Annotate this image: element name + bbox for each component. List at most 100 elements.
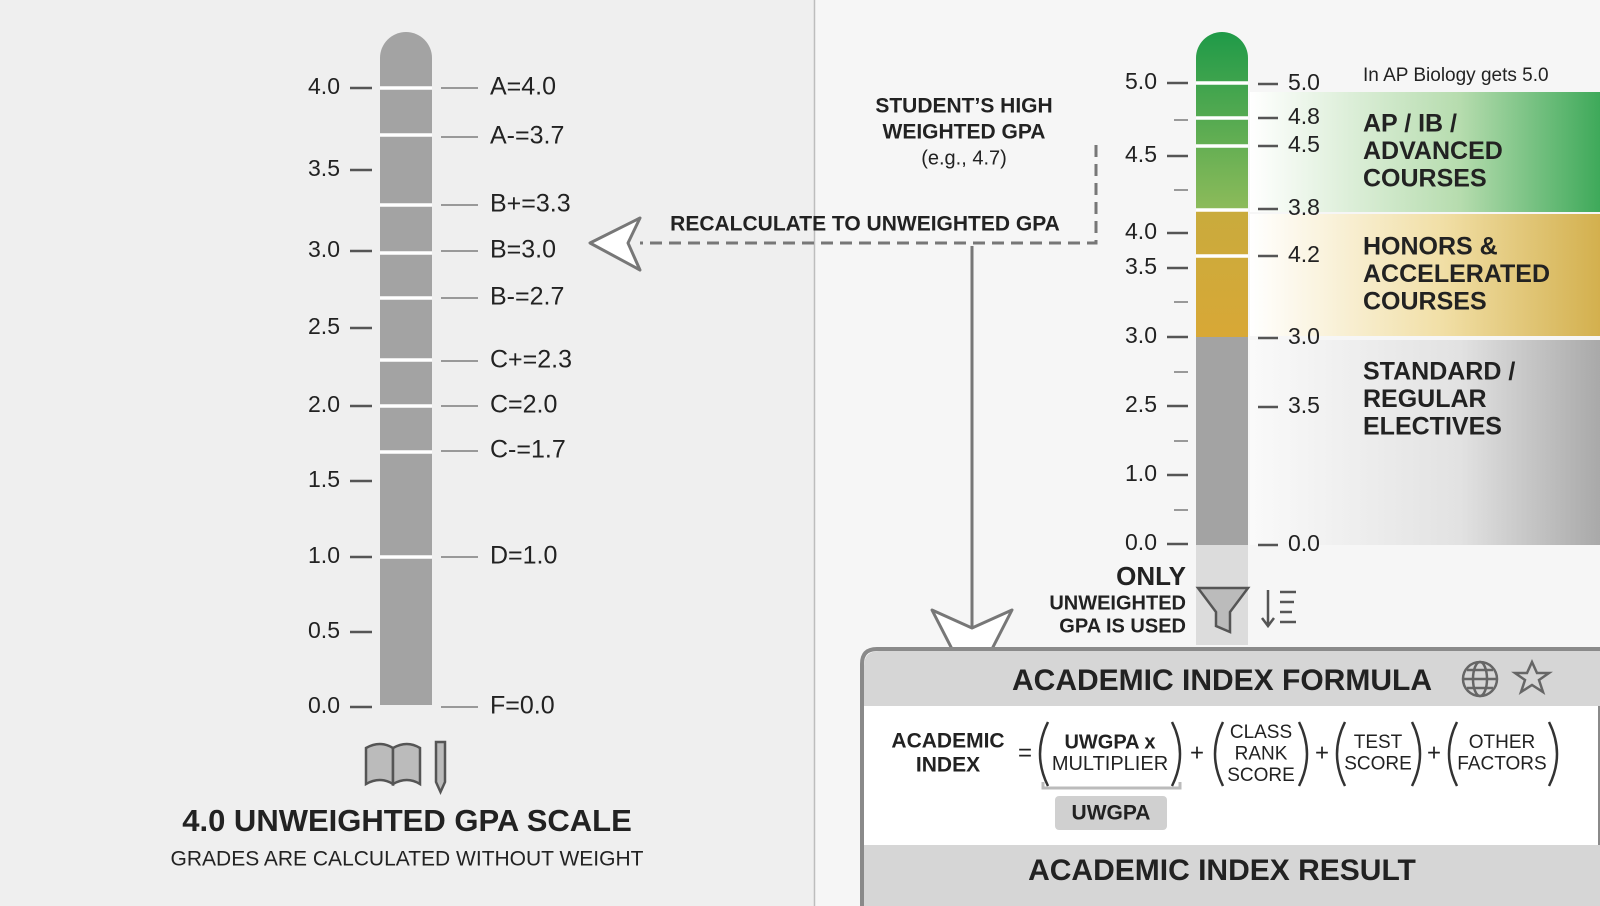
bracket-box bbox=[1055, 796, 1167, 830]
grade-label: 5.0 bbox=[1288, 69, 1320, 95]
term-line: MULTIPLIER bbox=[1052, 753, 1168, 775]
axis-label: 3.0 bbox=[308, 236, 340, 262]
header-icons bbox=[1461, 658, 1553, 698]
callout-line: WEIGHTED GPA bbox=[883, 121, 1046, 144]
term-line: OTHER bbox=[1469, 732, 1536, 753]
term-line: RANK bbox=[1235, 744, 1288, 765]
result-band bbox=[864, 845, 1600, 906]
band-label: ELECTIVES bbox=[1363, 413, 1502, 441]
grade-label: B=3.0 bbox=[490, 236, 556, 264]
band-honors bbox=[1250, 214, 1600, 336]
grade-label: 3.8 bbox=[1288, 194, 1320, 220]
paren bbox=[1213, 721, 1225, 787]
filter-line: UNWEIGHTED bbox=[1049, 592, 1186, 614]
note: In AP Biology gets 5.0 bbox=[1363, 65, 1549, 86]
axis-label: 4.0 bbox=[1125, 218, 1157, 244]
term-line: UWGPA x bbox=[1064, 731, 1155, 753]
axis-label: 0.0 bbox=[1125, 529, 1157, 555]
grade-label: D=1.0 bbox=[490, 542, 557, 570]
plus: + bbox=[1427, 739, 1441, 766]
paren bbox=[1038, 721, 1050, 787]
formula-title: ACADEMIC INDEX FORMULA bbox=[1012, 664, 1432, 697]
grade-label: 4.2 bbox=[1288, 241, 1320, 267]
tube-green bbox=[1196, 32, 1248, 210]
dashed-arrow bbox=[640, 145, 1098, 245]
tube-gold bbox=[1196, 210, 1248, 337]
term-line: SCORE bbox=[1344, 754, 1412, 775]
left-title: 4.0 UNWEIGHTED GPA SCALE bbox=[182, 803, 632, 838]
axis-label: 4.5 bbox=[1125, 141, 1157, 167]
grade-label: C=2.0 bbox=[490, 391, 557, 419]
tube-gray bbox=[1196, 337, 1248, 545]
axis-label: 1.0 bbox=[1125, 460, 1157, 486]
term-line: SCORE bbox=[1227, 765, 1295, 786]
formula-box bbox=[860, 647, 1600, 906]
right-scale: 5.04.54.03.53.02.51.00.05.04.84.53.84.23… bbox=[1125, 68, 1320, 556]
grade-label: 0.0 bbox=[1288, 530, 1320, 556]
equals: = bbox=[1018, 739, 1032, 766]
axis-label: 5.0 bbox=[1125, 68, 1157, 94]
band-label: ADVANCED bbox=[1363, 137, 1503, 165]
band-label: COURSES bbox=[1363, 165, 1487, 193]
band-label: ACCELERATED bbox=[1363, 260, 1550, 288]
plus: + bbox=[1190, 739, 1204, 766]
bracket-label: UWGPA bbox=[1072, 802, 1151, 825]
grade-label: A-=3.7 bbox=[490, 122, 564, 150]
paren bbox=[1297, 721, 1309, 787]
band-label: AP / IB / bbox=[1363, 110, 1457, 138]
axis-label: 4.0 bbox=[308, 73, 340, 99]
filter-icon bbox=[1195, 586, 1296, 634]
grade-label: 4.8 bbox=[1288, 103, 1320, 129]
band-standard bbox=[1250, 340, 1600, 545]
arrowhead bbox=[588, 216, 642, 272]
axis-label: 3.5 bbox=[1125, 253, 1157, 279]
axis-label: 2.5 bbox=[308, 313, 340, 339]
axis-label: 3.5 bbox=[308, 155, 340, 181]
term-line: TEST bbox=[1354, 732, 1403, 753]
term-line: CLASS bbox=[1230, 722, 1292, 743]
filter-emphasis: ONLY bbox=[1116, 561, 1186, 591]
grade-label: C+=2.3 bbox=[490, 346, 572, 374]
formula-lhs: INDEX bbox=[916, 754, 980, 777]
callout-example: (e.g., 4.7) bbox=[921, 147, 1007, 169]
grade-label: A=4.0 bbox=[490, 73, 556, 101]
left-subtitle: GRADES ARE CALCULATED WITHOUT WEIGHT bbox=[171, 848, 644, 871]
term-line: FACTORS bbox=[1457, 754, 1546, 775]
grade-label: B+=3.3 bbox=[490, 190, 571, 218]
grade-label: 4.5 bbox=[1288, 131, 1320, 157]
paren bbox=[1410, 721, 1422, 787]
bracket bbox=[1041, 782, 1182, 790]
result-label: ACADEMIC INDEX RESULT bbox=[1028, 854, 1416, 887]
grade-label: 3.0 bbox=[1288, 323, 1320, 349]
band-label: STANDARD / bbox=[1363, 358, 1515, 386]
formula-header bbox=[864, 651, 1600, 706]
axis-label: 2.5 bbox=[1125, 391, 1157, 417]
axis-label: 1.0 bbox=[308, 542, 340, 568]
paren bbox=[1447, 721, 1459, 787]
left-scale: 4.0 3.5 3.0 2.5 2.0 1.5 1.0 0.5 0.0 A=4.0 A-=3.7 B+… bbox=[308, 73, 572, 720]
grade-label: C-=1.7 bbox=[490, 436, 566, 464]
plus: + bbox=[1315, 739, 1329, 766]
paren bbox=[1547, 721, 1559, 787]
band-label: HONORS & bbox=[1363, 233, 1498, 261]
paren bbox=[1335, 721, 1347, 787]
grade-label: 3.5 bbox=[1288, 392, 1320, 418]
grade-label: F=0.0 bbox=[490, 692, 555, 720]
callout-line: STUDENT’S HIGH bbox=[875, 95, 1052, 118]
axis-label: 0.5 bbox=[308, 617, 340, 643]
formula-lhs: ACADEMIC bbox=[891, 730, 1004, 753]
book-icon bbox=[364, 740, 447, 796]
paren bbox=[1170, 721, 1182, 787]
axis-label: 2.0 bbox=[308, 391, 340, 417]
axis-label: 0.0 bbox=[308, 692, 340, 718]
band-label: REGULAR bbox=[1363, 385, 1487, 413]
band-ap bbox=[1250, 92, 1600, 212]
axis-label: 3.0 bbox=[1125, 322, 1157, 348]
grade-label: B-=2.7 bbox=[490, 283, 564, 311]
arrow-label: RECALCULATE TO UNWEIGHTED GPA bbox=[670, 213, 1060, 236]
filter-line: GPA IS USED bbox=[1059, 615, 1186, 637]
gpa-bar bbox=[380, 32, 432, 705]
